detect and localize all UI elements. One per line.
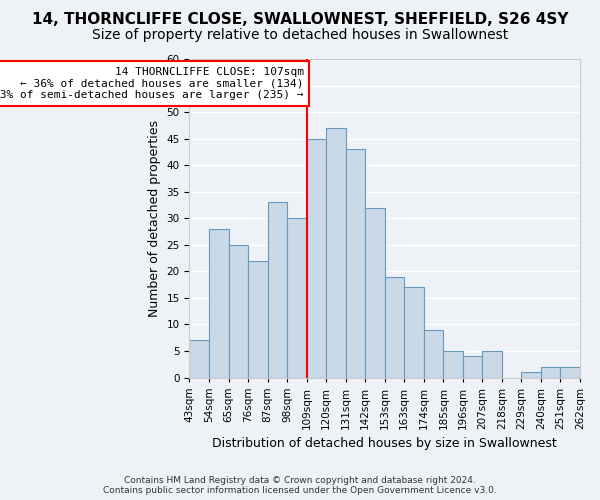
Bar [326, 128, 346, 378]
Bar [424, 330, 443, 378]
Bar [443, 351, 463, 378]
Text: Contains HM Land Registry data © Crown copyright and database right 2024.
Contai: Contains HM Land Registry data © Crown c… [103, 476, 497, 495]
Bar [365, 208, 385, 378]
Bar [463, 356, 482, 378]
Bar [541, 367, 560, 378]
Bar [229, 245, 248, 378]
Bar [346, 149, 365, 378]
Bar [307, 138, 326, 378]
Bar [482, 351, 502, 378]
Bar [521, 372, 541, 378]
Bar [287, 218, 307, 378]
Bar [268, 202, 287, 378]
Y-axis label: Number of detached properties: Number of detached properties [148, 120, 161, 317]
Text: 14, THORNCLIFFE CLOSE, SWALLOWNEST, SHEFFIELD, S26 4SY: 14, THORNCLIFFE CLOSE, SWALLOWNEST, SHEF… [32, 12, 568, 28]
Bar [190, 340, 209, 378]
Bar [404, 288, 424, 378]
Text: 14 THORNCLIFFE CLOSE: 107sqm
← 36% of detached houses are smaller (134)
63% of s: 14 THORNCLIFFE CLOSE: 107sqm ← 36% of de… [0, 67, 304, 100]
Text: Size of property relative to detached houses in Swallownest: Size of property relative to detached ho… [92, 28, 508, 42]
Bar [248, 260, 268, 378]
Bar [385, 276, 404, 378]
Bar [560, 367, 580, 378]
Bar [209, 229, 229, 378]
X-axis label: Distribution of detached houses by size in Swallownest: Distribution of detached houses by size … [212, 437, 557, 450]
